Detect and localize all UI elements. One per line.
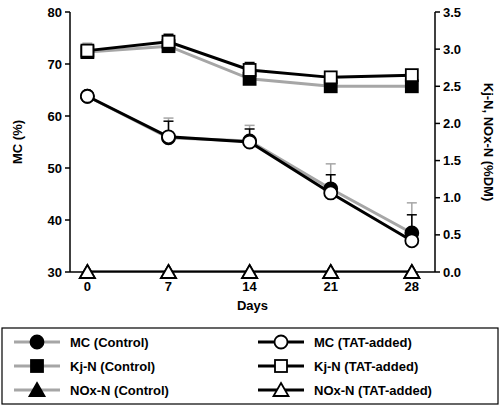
error-bar-cap — [326, 163, 336, 165]
point — [324, 186, 337, 199]
y2-tick-label: 2.5 — [443, 79, 461, 94]
series-line — [87, 96, 411, 241]
y-tick — [65, 11, 70, 13]
point — [404, 265, 419, 278]
point — [242, 265, 257, 278]
x-tick-label: 28 — [405, 279, 419, 294]
error-bar-cap — [245, 128, 255, 130]
y-tick — [65, 271, 70, 273]
y2-tick-label: 3.0 — [443, 42, 461, 57]
y-tick-label: 70 — [48, 57, 62, 72]
point — [81, 90, 94, 103]
series-line — [87, 42, 411, 78]
y2-tick-label: 3.5 — [443, 5, 461, 20]
legend-item: Kj-N (Control) — [14, 359, 155, 374]
point — [242, 265, 257, 278]
point — [406, 80, 418, 92]
y-tick-label: 40 — [48, 213, 62, 228]
point — [80, 265, 95, 278]
point — [81, 90, 94, 103]
point — [325, 71, 337, 83]
y-tick-label: 50 — [48, 161, 62, 176]
error-bar-cap — [163, 120, 173, 122]
y-axis-line — [69, 12, 71, 272]
point — [244, 64, 256, 76]
x-tick-label: 0 — [84, 279, 91, 294]
y2-tick-label: 1.0 — [443, 190, 461, 205]
x-tick-label: 14 — [242, 279, 257, 294]
markers — [80, 36, 419, 278]
point — [323, 265, 338, 278]
error-bar-cap — [326, 174, 336, 176]
y-tick — [65, 63, 70, 65]
y-tick-label: 30 — [48, 265, 62, 280]
point — [161, 265, 176, 278]
legend-marker — [31, 360, 43, 372]
point — [406, 69, 418, 81]
point — [323, 265, 338, 278]
y-tick-label: 60 — [48, 109, 62, 124]
point — [80, 265, 95, 278]
legend-label: Kj-N (Control) — [70, 359, 155, 374]
y2-tick-label: 2.0 — [443, 116, 461, 131]
error-bar-cap — [407, 202, 417, 204]
error-bar-cap — [82, 42, 92, 44]
y2-tick — [435, 11, 440, 13]
legend-label: Kj-N (TAT-added) — [314, 359, 418, 374]
point — [81, 45, 93, 57]
point — [404, 265, 419, 278]
series-line — [87, 46, 411, 86]
x-tick-label: 21 — [323, 279, 337, 294]
legend-item: MC (TAT-added) — [258, 335, 412, 350]
point — [405, 234, 418, 247]
legend-marker — [30, 383, 45, 396]
legend-item: MC (Control) — [14, 335, 149, 350]
y2-axis-line — [434, 12, 436, 272]
legend-marker — [275, 360, 287, 372]
x-axis-title: Days — [237, 298, 268, 313]
legend-item: Kj-N (TAT-added) — [258, 359, 418, 374]
point — [243, 136, 256, 149]
y2-tick-label: 0.0 — [443, 265, 461, 280]
y-tick — [65, 167, 70, 169]
legend-label: MC (Control) — [70, 335, 149, 350]
error-bar-cap — [163, 34, 173, 36]
legend-label: NOx-N (Control) — [70, 383, 169, 398]
legend-marker — [275, 336, 288, 349]
y2-tick — [435, 123, 440, 125]
y2-tick — [435, 48, 440, 50]
y2-tick — [435, 271, 440, 273]
point — [162, 130, 175, 143]
error-bar-cap — [163, 117, 173, 119]
y2-tick — [435, 197, 440, 199]
y2-axis-title: Kj-N, NOx-N (%DM) — [481, 83, 496, 201]
error-bar-cap — [407, 214, 417, 216]
y2-tick — [435, 234, 440, 236]
x-tick-label: 7 — [165, 279, 172, 294]
y2-tick-label: 0.5 — [443, 227, 461, 242]
legend: MC (Control) MC (TAT-added) Kj-N (Control)… — [2, 328, 498, 404]
y-axis-title: MC (%) — [10, 120, 25, 164]
legend-item: NOx-N (TAT-added) — [258, 383, 432, 398]
point — [161, 265, 176, 278]
point — [162, 36, 174, 48]
legend-label: MC (TAT-added) — [314, 335, 412, 350]
chart: 30 40 50 60 70 80 0.0 0.5 1.0 1.5 2.0 2.5 3.0 3.5 0 7 14… — [0, 0, 500, 407]
error-bar-cap — [245, 125, 255, 127]
y-tick — [65, 219, 70, 221]
legend-marker — [31, 336, 44, 349]
y2-tick — [435, 160, 440, 162]
plot-area — [82, 34, 416, 272]
legend-label: NOx-N (TAT-added) — [314, 383, 432, 398]
legend-box — [2, 328, 498, 404]
error-bar-cap — [245, 62, 255, 64]
legend-item: NOx-N (Control) — [14, 383, 169, 398]
y-tick — [65, 115, 70, 117]
y2-tick-label: 1.5 — [443, 153, 461, 168]
legend-marker — [274, 383, 289, 396]
axes: 30 40 50 60 70 80 0.0 0.5 1.0 1.5 2.0 2.5 3.0 3.5 0 7 14… — [10, 5, 496, 314]
y-tick-label: 80 — [48, 5, 62, 20]
y2-tick — [435, 86, 440, 88]
